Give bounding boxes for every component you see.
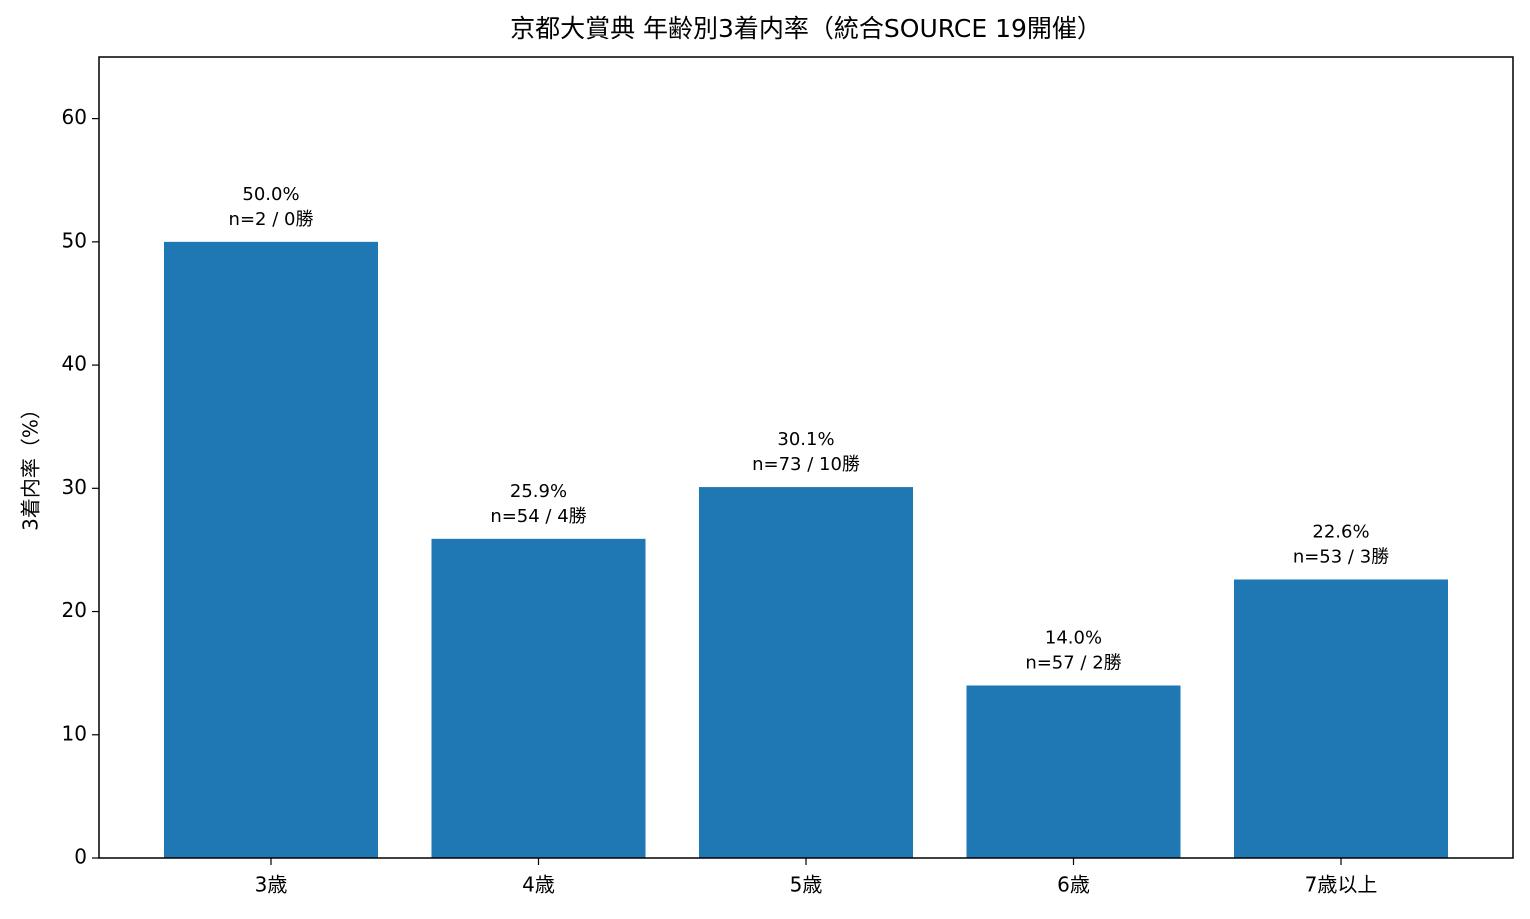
annotation: n=53 / 3勝 xyxy=(1293,546,1389,567)
x-tick-label: 4歳 xyxy=(522,873,555,897)
y-tick-label: 40 xyxy=(62,352,87,376)
annotation: n=73 / 10勝 xyxy=(752,454,860,475)
x-tick-label: 6歳 xyxy=(1057,873,1090,897)
bar xyxy=(699,487,913,858)
value-label: 14.0% xyxy=(1045,627,1102,648)
bar xyxy=(431,538,646,858)
y-tick-label: 0 xyxy=(74,845,87,869)
y-tick-label: 60 xyxy=(62,105,87,129)
y-tick-label: 20 xyxy=(62,598,87,622)
annotation: n=54 / 4勝 xyxy=(490,506,586,527)
y-tick-label: 50 xyxy=(62,228,87,252)
value-label: 22.6% xyxy=(1312,521,1369,542)
x-tick-label: 7歳以上 xyxy=(1305,873,1378,897)
x-tick-label: 5歳 xyxy=(790,873,823,897)
chart-title: 京都大賞典 年齢別3着内率（統合SOURCE 19開催） xyxy=(510,14,1102,43)
y-axis-label: 3着内率（%） xyxy=(19,399,43,531)
bar xyxy=(1233,579,1448,858)
y-tick-label: 30 xyxy=(62,475,87,499)
value-label: 50.0% xyxy=(242,184,299,205)
plot-frame xyxy=(98,56,1514,859)
annotation: n=57 / 2勝 xyxy=(1025,652,1121,673)
value-label: 30.1% xyxy=(777,429,834,450)
x-tick-label: 3歳 xyxy=(255,873,288,897)
value-label: 25.9% xyxy=(510,481,567,502)
annotation: n=2 / 0勝 xyxy=(229,209,314,230)
bar xyxy=(966,685,1181,858)
y-tick-label: 10 xyxy=(62,721,87,745)
bar xyxy=(164,241,379,858)
